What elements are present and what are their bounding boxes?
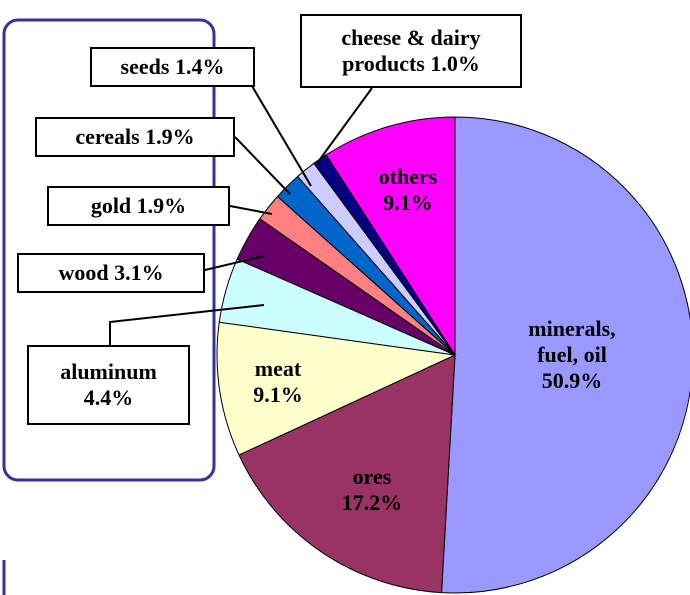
category-name: cheese & dairy products: [341, 25, 481, 76]
category-name: seeds: [120, 54, 170, 79]
slice-label: minerals, fuel, oil 50.9%: [510, 316, 635, 394]
label-text: seeds 1.4%: [121, 54, 225, 80]
label-text: cereals 1.9%: [75, 124, 194, 150]
category-name: aluminum: [60, 359, 157, 384]
value-label: 1.0%: [430, 51, 480, 76]
label-text: others 9.1%: [358, 164, 458, 216]
leader-line: [109, 304, 265, 345]
slice-label: others 9.1%: [358, 164, 458, 216]
slice-label: cereals 1.9%: [35, 117, 235, 157]
label-text: wood 3.1%: [58, 260, 163, 286]
label-text: cheese & dairy products 1.0%: [302, 25, 520, 77]
leader-lines: [109, 85, 373, 345]
label-text: ores 17.2%: [317, 464, 427, 516]
slice-label: cheese & dairy products 1.0%: [300, 14, 522, 88]
label-text: meat 9.1%: [228, 356, 328, 408]
leader-line: [317, 87, 373, 163]
category-name: ores: [352, 464, 392, 489]
leader-line: [251, 85, 312, 187]
slice-label: ores 17.2%: [317, 464, 427, 516]
frame: [2, 18, 216, 482]
label-text: gold 1.9%: [91, 193, 186, 219]
value-label: 1.9%: [145, 124, 195, 149]
value-label: 17.2%: [341, 490, 403, 515]
value-label: 3.1%: [114, 260, 164, 285]
category-name: cereals: [75, 124, 140, 149]
leader-line: [234, 136, 291, 195]
slice-label: wood 3.1%: [17, 253, 205, 293]
value-label: 9.1%: [253, 382, 303, 407]
value-label: 9.1%: [383, 190, 433, 215]
leader-line: [229, 205, 273, 215]
category-name: wood: [58, 260, 109, 285]
label-text: aluminum 4.4%: [60, 359, 157, 411]
pie-slice: [441, 116, 690, 594]
pie-slice: [238, 354, 456, 594]
category-name: others: [378, 164, 438, 189]
slice-label: gold 1.9%: [47, 186, 230, 226]
value-label: 1.9%: [136, 193, 187, 218]
pie: [216, 116, 690, 594]
category-name: minerals, fuel, oil: [528, 316, 616, 367]
category-name: gold: [90, 193, 132, 218]
value-label: 1.4%: [174, 54, 225, 79]
category-name: meat: [254, 356, 302, 381]
label-text: minerals, fuel, oil 50.9%: [510, 316, 635, 394]
slice-label: seeds 1.4%: [90, 47, 255, 87]
pie-slice: [325, 116, 456, 357]
pie-slice: [216, 321, 457, 456]
slice-label: aluminum 4.4%: [27, 345, 190, 425]
value-label: 4.4%: [83, 385, 134, 410]
value-label: 50.9%: [541, 368, 603, 393]
slice-label: meat 9.1%: [228, 356, 328, 408]
leader-line: [204, 255, 265, 271]
